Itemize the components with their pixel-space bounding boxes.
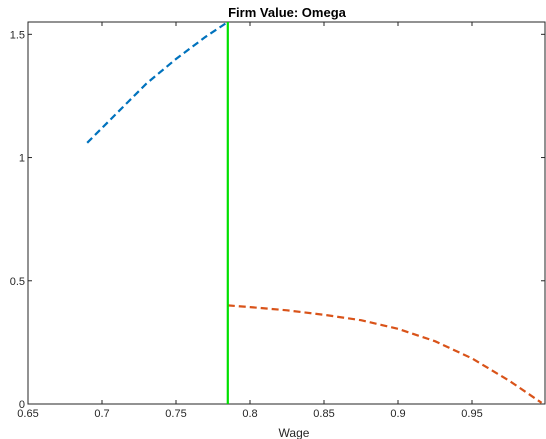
- axes-box: [27, 21, 546, 405]
- y-tick-label: 0: [19, 399, 25, 411]
- x-tick-label: 0.9: [390, 408, 405, 420]
- plot-area: 0.65 0.7 0.75 0.8 0.85 0.9 0.95 0 0.5 1 1.5: [10, 21, 546, 420]
- y-tick-label: 1: [19, 153, 25, 165]
- x-tick-label: 0.75: [165, 408, 186, 420]
- chart-title: Firm Value: Omega: [228, 5, 347, 20]
- y-tick-label: 0.5: [10, 276, 25, 288]
- x-tick-label: 0.65: [17, 408, 38, 420]
- x-axis-label: Wage: [279, 426, 310, 439]
- x-tick-label: 0.85: [313, 408, 334, 420]
- series-line-1: [86, 21, 229, 144]
- x-tick-label: 0.95: [461, 408, 482, 420]
- x-tick-label: 0.7: [94, 408, 109, 420]
- y-tick-label: 1.5: [10, 29, 25, 41]
- x-tick-label: 0.8: [242, 408, 257, 420]
